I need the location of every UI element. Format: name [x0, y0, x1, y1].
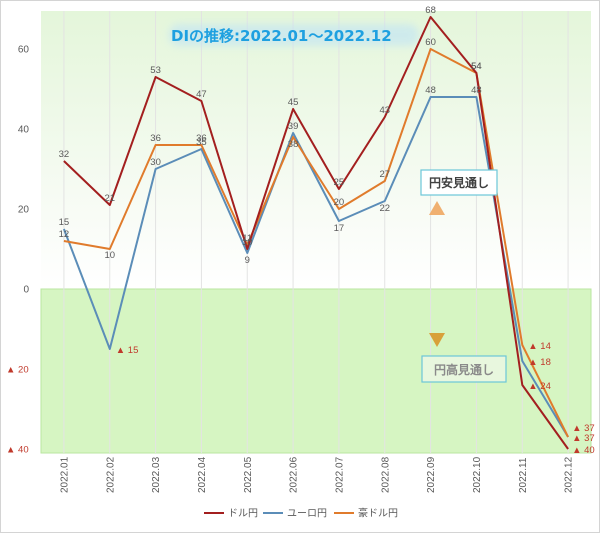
- x-tick-label: 2022.05: [243, 456, 254, 493]
- data-label: 12: [59, 229, 70, 240]
- double-arrow-icon: [429, 201, 445, 347]
- y-tick-label: 0: [23, 285, 29, 296]
- data-label: 25: [334, 177, 345, 188]
- data-label: 39: [288, 121, 299, 132]
- data-label: 30: [150, 157, 161, 168]
- data-label: 48: [471, 85, 482, 96]
- chart-title-group: DIの推移:2022.01～2022.12: [169, 24, 419, 46]
- x-tick-label: 2022.10: [472, 456, 483, 493]
- data-label: 15: [59, 217, 70, 228]
- data-label: 45: [288, 97, 299, 108]
- data-label: 17: [334, 223, 345, 234]
- x-tick-label: 2022.03: [151, 456, 162, 493]
- negative-zone: [40, 288, 592, 454]
- data-label: ▲ 24: [528, 381, 551, 392]
- data-label: 11: [242, 233, 252, 244]
- data-label: 20: [334, 197, 345, 208]
- series-line-1: [62, 96, 569, 438]
- x-tick-label: 2022.08: [380, 456, 391, 493]
- x-tick-label: 2022.01: [59, 456, 70, 493]
- x-tick-label: 2022.04: [197, 456, 208, 493]
- y-tick-label: 40: [18, 125, 30, 136]
- title-glow: [169, 24, 419, 46]
- data-label: ▲ 15: [116, 345, 139, 356]
- x-tick-label: 2022.12: [564, 456, 575, 493]
- data-label: ▲ 18: [528, 357, 551, 368]
- background-zones: [40, 11, 592, 454]
- data-label: 36: [196, 133, 207, 144]
- y-tick-label: 60: [18, 45, 30, 56]
- data-label: 35: [196, 137, 207, 148]
- data-label: 68: [425, 5, 436, 16]
- data-label: 10: [104, 250, 115, 261]
- annotation-up-text: 円安見通し: [429, 175, 489, 190]
- x-tick-label: 2022.02: [105, 456, 116, 493]
- y-tick-label: ▲ 40: [6, 445, 29, 456]
- data-label: 32: [59, 149, 70, 160]
- data-label: 27: [379, 169, 390, 180]
- series-lines: [62, 16, 569, 450]
- series-line-0: [63, 16, 569, 450]
- data-label: 22: [379, 203, 390, 214]
- data-label: 21: [104, 193, 115, 204]
- data-label: ▲ 40: [572, 445, 595, 456]
- data-label: ▲ 14: [528, 341, 551, 352]
- chart-title: DIの推移:2022.01～2022.12: [171, 27, 392, 45]
- data-label: 54: [471, 61, 482, 72]
- data-label: 48: [425, 85, 436, 96]
- x-tick-label: 2022.09: [426, 456, 437, 493]
- data-label: 60: [425, 37, 436, 48]
- y-tick-label: 20: [18, 205, 30, 216]
- legend-label: ユーロ円: [287, 509, 327, 520]
- data-label: 54: [471, 61, 482, 72]
- x-axis-ticks: 2022.01 2022.02 2022.03 2022.04 2022.05 2022.…: [59, 456, 574, 493]
- y-axis-ticks: 60 40 20 0 ▲ 20 ▲ 40: [6, 45, 29, 456]
- legend-label: 豪ドル円: [358, 507, 398, 520]
- data-label: 9: [245, 255, 250, 266]
- annotation-up-box: [420, 169, 498, 196]
- y-tick-label: ▲ 20: [6, 365, 29, 376]
- data-label: 53: [150, 65, 161, 76]
- legend-label: ドル円: [228, 509, 258, 520]
- data-label: 36: [150, 133, 161, 144]
- data-label: 10: [242, 237, 253, 248]
- data-label: 47: [196, 89, 207, 100]
- x-tick-label: 2022.07: [334, 456, 345, 493]
- x-tick-label: 2022.11: [518, 457, 529, 493]
- annotation-down-text: 円高見通し: [434, 362, 494, 377]
- annotation-down-box: [421, 355, 507, 383]
- legend: ドル円 ユーロ円 豪ドル円: [204, 507, 398, 520]
- data-label: 43: [379, 105, 390, 116]
- data-label: ▲ 37: [572, 433, 595, 444]
- data-label: ▲ 37: [572, 423, 595, 434]
- annotation-group: 円安見通し 円高見通し: [420, 169, 507, 383]
- data-label: 38: [288, 139, 299, 150]
- data-labels: 32 21 53 47 10 45 25 43 68 54 ▲ 24 ▲ 40 15 ▲ 15 30 35 9 3…: [59, 5, 595, 456]
- x-tick-label: 2022.06: [289, 456, 300, 493]
